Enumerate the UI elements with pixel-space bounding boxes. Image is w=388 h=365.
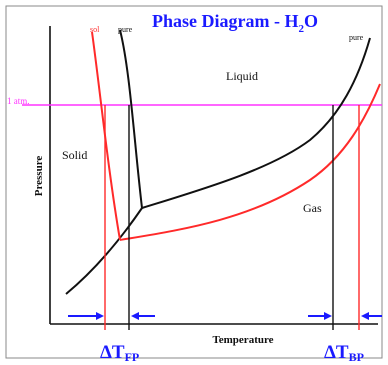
pure-sublimation-curve xyxy=(65,207,143,295)
freezing-left-arrowhead xyxy=(96,312,104,320)
title-subscript: 2 xyxy=(298,23,304,35)
boiling-right-arrowhead xyxy=(361,312,369,320)
delta-t-boiling-label: ΔTBP xyxy=(324,342,364,364)
solid-region-label: Solid xyxy=(62,148,87,162)
delta-t-boiling-symbol: ΔT xyxy=(324,342,349,363)
x-axis-label: Temperature xyxy=(212,334,273,346)
solution-vaporization-curve xyxy=(119,83,381,241)
solution-curve-label: sol xyxy=(90,25,100,34)
pure-vaporization-curve xyxy=(141,37,371,209)
gas-region-label: Gas xyxy=(303,201,322,215)
freezing-delta-arrows xyxy=(68,312,155,320)
y-axis-label: Pressure xyxy=(33,156,45,197)
one-atm-label: 1 atm. xyxy=(7,96,30,106)
delta-t-freezing-sub: FP xyxy=(125,350,140,364)
delta-t-freezing-label: ΔTFP xyxy=(100,342,139,364)
boiling-left-arrowhead xyxy=(324,312,332,320)
pure-fusion-curve xyxy=(119,29,143,209)
title-tail: O xyxy=(304,11,318,31)
liquid-region-label: Liquid xyxy=(226,69,258,83)
title-main: Phase Diagram - H xyxy=(152,11,298,31)
pure-curve-label-right: pure xyxy=(349,33,364,42)
freezing-right-arrowhead xyxy=(131,312,139,320)
boiling-delta-arrows xyxy=(308,312,382,320)
delta-t-freezing-symbol: ΔT xyxy=(100,342,125,363)
delta-t-boiling-sub: BP xyxy=(349,350,364,364)
pure-curve-label-left: pure xyxy=(118,25,133,34)
figure-frame xyxy=(5,5,383,359)
diagram-title: Phase Diagram - H2O xyxy=(152,11,318,35)
